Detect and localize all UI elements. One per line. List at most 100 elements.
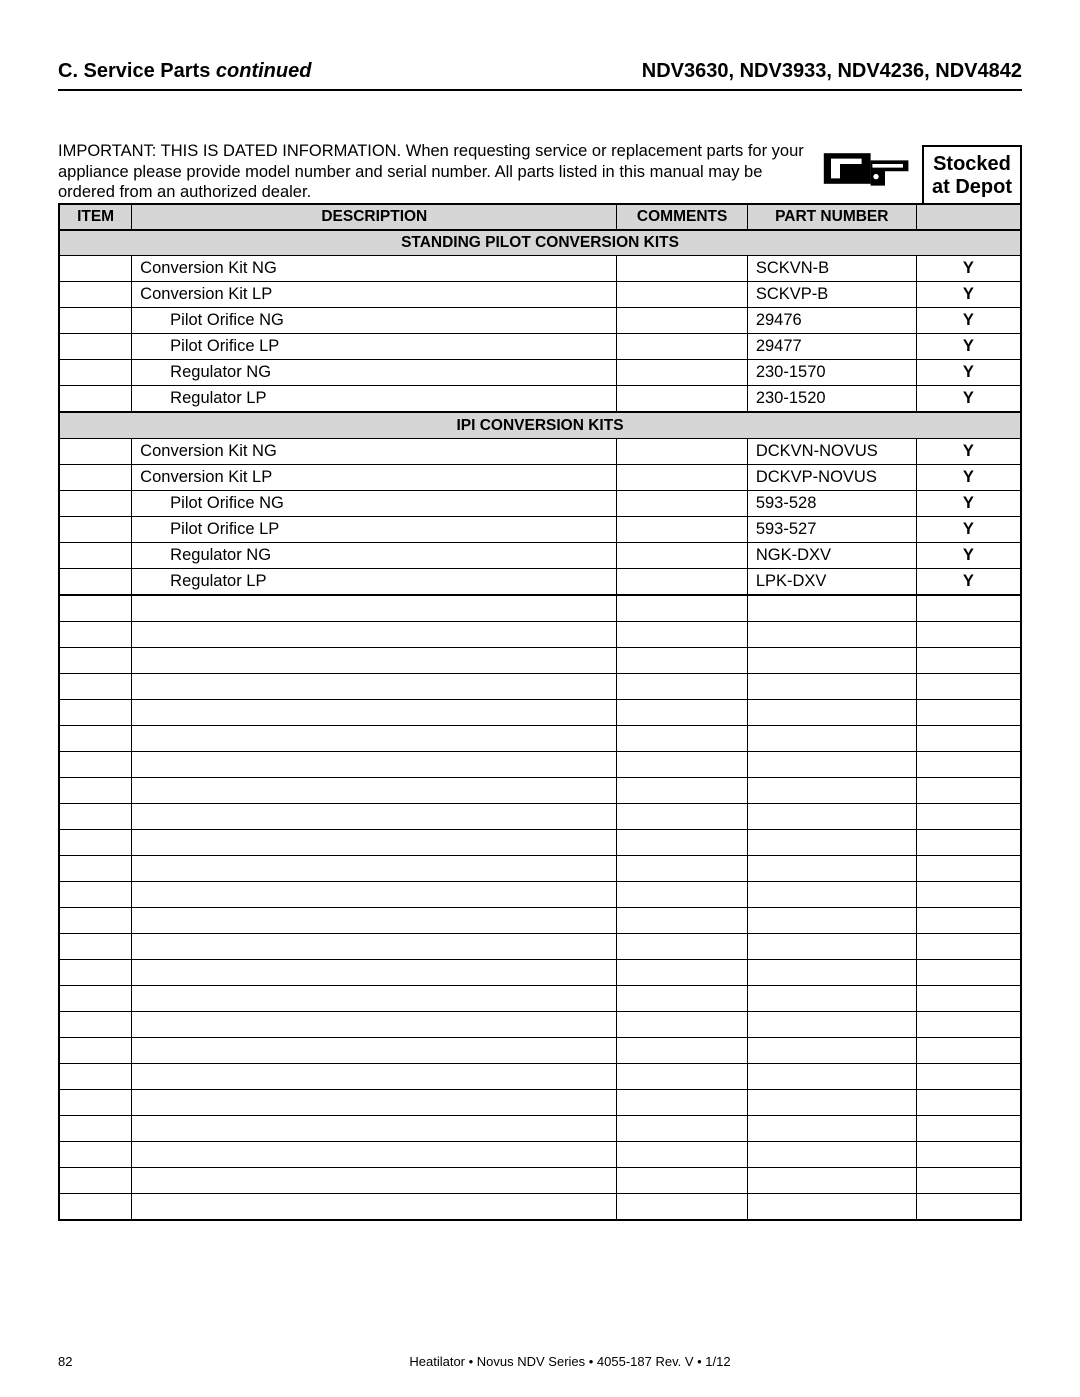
table-row: [59, 881, 1021, 907]
cell-description: Conversion Kit NG: [132, 438, 617, 464]
cell-item: [59, 490, 132, 516]
empty-cell: [132, 1115, 617, 1141]
cell-item: [59, 308, 132, 334]
empty-cell: [59, 829, 132, 855]
table-row: Regulator LPLPK-DXVY: [59, 568, 1021, 595]
empty-cell: [59, 1063, 132, 1089]
table-row: [59, 1193, 1021, 1220]
empty-cell: [617, 1089, 747, 1115]
empty-cell: [59, 673, 132, 699]
empty-cell: [916, 1193, 1021, 1220]
empty-cell: [916, 777, 1021, 803]
table-row: [59, 829, 1021, 855]
table-row: Pilot Orifice LP593-527Y: [59, 516, 1021, 542]
empty-cell: [59, 907, 132, 933]
table-row: [59, 985, 1021, 1011]
cell-item: [59, 516, 132, 542]
empty-cell: [617, 829, 747, 855]
col-header-stocked: [916, 204, 1021, 230]
cell-part-number: DCKVP-NOVUS: [747, 464, 916, 490]
empty-cell: [59, 855, 132, 881]
empty-cell: [747, 1011, 916, 1037]
stocked-at-depot-header: Stocked at Depot: [922, 145, 1022, 203]
cell-description: Regulator LP: [132, 568, 617, 595]
cell-comments: [617, 308, 747, 334]
empty-cell: [916, 881, 1021, 907]
empty-cell: [132, 907, 617, 933]
empty-cell: [747, 725, 916, 751]
cell-stocked: Y: [916, 438, 1021, 464]
parts-table: ITEM DESCRIPTION COMMENTS PART NUMBER ST…: [58, 203, 1022, 1221]
empty-cell: [617, 985, 747, 1011]
cell-description: Regulator NG: [132, 542, 617, 568]
empty-cell: [916, 751, 1021, 777]
empty-cell: [747, 1115, 916, 1141]
empty-cell: [916, 647, 1021, 673]
cell-description: Pilot Orifice LP: [132, 516, 617, 542]
empty-cell: [747, 1193, 916, 1220]
cell-part-number: NGK-DXV: [747, 542, 916, 568]
cell-item: [59, 256, 132, 282]
table-row: [59, 1115, 1021, 1141]
empty-cell: [59, 621, 132, 647]
empty-cell: [132, 1193, 617, 1220]
cell-description: Pilot Orifice LP: [132, 334, 617, 360]
empty-cell: [132, 751, 617, 777]
empty-cell: [617, 1193, 747, 1220]
empty-cell: [747, 933, 916, 959]
continued-label: continued: [216, 60, 312, 82]
empty-cell: [59, 803, 132, 829]
table-row: [59, 751, 1021, 777]
cell-stocked: Y: [916, 490, 1021, 516]
table-row: Conversion Kit LPDCKVP-NOVUSY: [59, 464, 1021, 490]
empty-cell: [132, 647, 617, 673]
table-row: Pilot Orifice LP29477Y: [59, 334, 1021, 360]
empty-cell: [59, 725, 132, 751]
empty-cell: [617, 933, 747, 959]
page-number: 82: [58, 1354, 118, 1369]
empty-cell: [747, 803, 916, 829]
empty-cell: [617, 777, 747, 803]
empty-cell: [59, 777, 132, 803]
empty-cell: [59, 959, 132, 985]
empty-cell: [916, 1011, 1021, 1037]
cell-part-number: SCKVP-B: [747, 282, 916, 308]
empty-cell: [916, 1115, 1021, 1141]
empty-cell: [617, 673, 747, 699]
empty-cell: [132, 881, 617, 907]
important-notice: IMPORTANT: THIS IS DATED INFORMATION. Wh…: [58, 141, 812, 203]
page: C. Service Parts continued NDV3630, NDV3…: [0, 0, 1080, 1397]
empty-cell: [747, 985, 916, 1011]
empty-cell: [132, 829, 617, 855]
empty-cell: [617, 1115, 747, 1141]
cell-comments: [617, 464, 747, 490]
empty-cell: [916, 803, 1021, 829]
empty-cell: [747, 673, 916, 699]
table-row: Conversion Kit NG DCKVN-NOVUSY: [59, 438, 1021, 464]
cell-stocked: Y: [916, 568, 1021, 595]
cell-part-number: DCKVN-NOVUS: [747, 438, 916, 464]
cell-comments: [617, 256, 747, 282]
cell-stocked: Y: [916, 334, 1021, 360]
section-header-row: IPI CONVERSION KITS: [59, 412, 1021, 438]
empty-cell: [132, 699, 617, 725]
empty-cell: [747, 699, 916, 725]
empty-cell: [617, 1011, 747, 1037]
empty-cell: [747, 1089, 916, 1115]
empty-cell: [617, 1167, 747, 1193]
table-header-row: ITEM DESCRIPTION COMMENTS PART NUMBER: [59, 204, 1021, 230]
empty-cell: [132, 1089, 617, 1115]
empty-cell: [916, 621, 1021, 647]
empty-cell: [59, 595, 132, 622]
empty-cell: [747, 595, 916, 622]
empty-cell: [132, 803, 617, 829]
cell-comments: [617, 516, 747, 542]
empty-cell: [916, 1063, 1021, 1089]
empty-cell: [617, 1063, 747, 1089]
col-header-item: ITEM: [59, 204, 132, 230]
empty-cell: [617, 751, 747, 777]
stocked-l2: at Depot: [932, 176, 1012, 198]
empty-cell: [617, 621, 747, 647]
empty-cell: [916, 1141, 1021, 1167]
cell-item: [59, 542, 132, 568]
